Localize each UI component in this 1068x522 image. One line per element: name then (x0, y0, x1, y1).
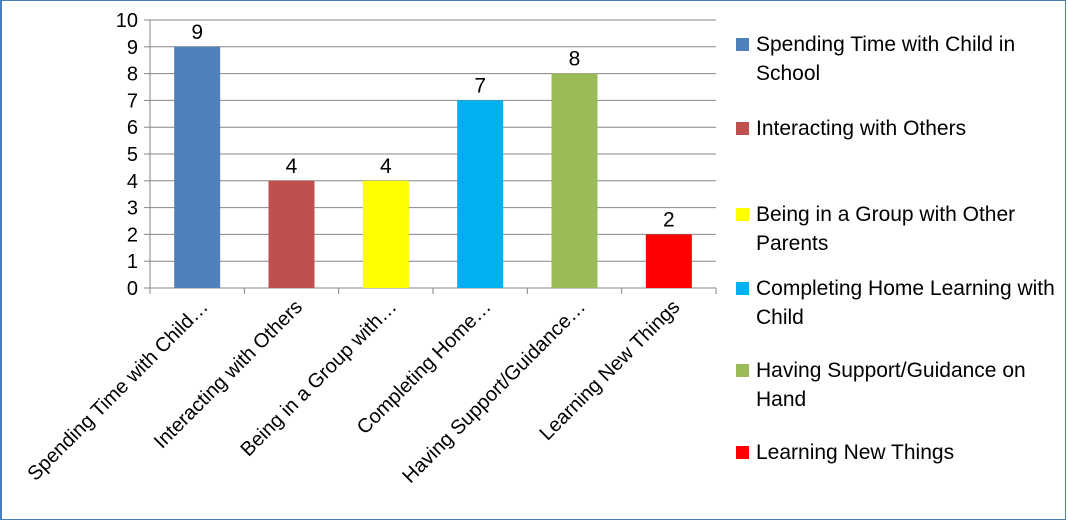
bar (362, 180, 409, 288)
legend-swatch (736, 446, 749, 459)
y-tick-label: 5 (127, 144, 138, 166)
data-label: 4 (286, 155, 298, 178)
legend-item: Interacting with Others (736, 114, 1056, 143)
data-label: 7 (474, 74, 486, 97)
legend-label: Interacting with Others (756, 117, 967, 140)
legend-item: Learning New Things (736, 438, 1056, 467)
legend-label: Spending Time with Child in School (756, 33, 1016, 85)
legend-item: Being in a Group with Other Parents (736, 200, 1056, 258)
legend-label: Having Support/Guidance on Hand (756, 359, 1026, 411)
legend-swatch (736, 364, 749, 377)
bar (645, 234, 692, 288)
y-tick-label: 7 (127, 90, 138, 112)
data-label: 8 (569, 48, 581, 71)
category-label: Spending Time with Child… (23, 296, 212, 485)
legend-item: Having Support/Guidance on Hand (736, 356, 1056, 414)
legend-swatch (736, 282, 749, 295)
bar (174, 46, 221, 288)
data-label: 2 (663, 208, 675, 231)
y-tick-label: 3 (127, 198, 138, 220)
y-tick-label: 4 (127, 171, 138, 193)
bar (268, 180, 315, 288)
y-tick-label: 0 (127, 278, 138, 300)
legend-swatch (736, 122, 749, 135)
y-tick-label: 8 (127, 64, 138, 86)
y-tick-label: 2 (127, 224, 138, 246)
y-tick-label: 1 (127, 251, 138, 273)
y-tick-label: 10 (116, 10, 138, 32)
y-tick-label: 9 (127, 37, 138, 59)
y-tick-label: 6 (127, 117, 138, 139)
data-label: 9 (191, 21, 203, 44)
legend-label: Learning New Things (756, 441, 955, 464)
bar (551, 73, 598, 288)
category-label: Having Support/Guidance… (398, 296, 590, 488)
legend-swatch (736, 38, 749, 51)
legend-label: Being in a Group with Other Parents (756, 203, 1016, 255)
category-label: Being in a Group with… (236, 296, 401, 461)
data-label: 4 (380, 155, 392, 178)
bar (457, 100, 504, 289)
legend-label: Completing Home Learning with Child (756, 277, 1055, 329)
legend-item: Completing Home Learning with Child (736, 274, 1056, 332)
legend-item: Spending Time with Child in School (736, 30, 1056, 88)
legend-swatch (736, 208, 749, 221)
